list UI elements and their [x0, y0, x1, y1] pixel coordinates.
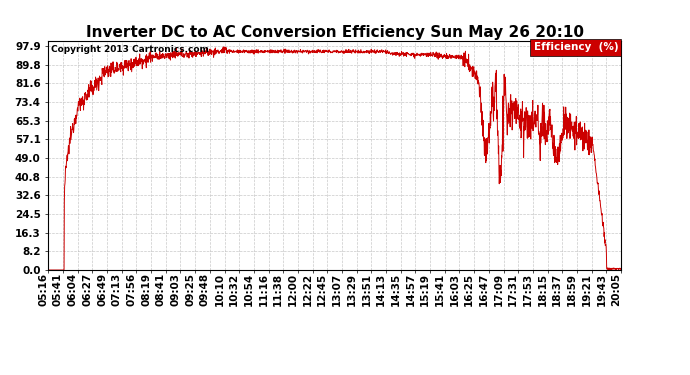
Title: Inverter DC to AC Conversion Efficiency Sun May 26 20:10: Inverter DC to AC Conversion Efficiency … — [86, 25, 584, 40]
Text: Efficiency  (%): Efficiency (%) — [533, 42, 618, 52]
Text: Copyright 2013 Cartronics.com: Copyright 2013 Cartronics.com — [51, 45, 209, 54]
